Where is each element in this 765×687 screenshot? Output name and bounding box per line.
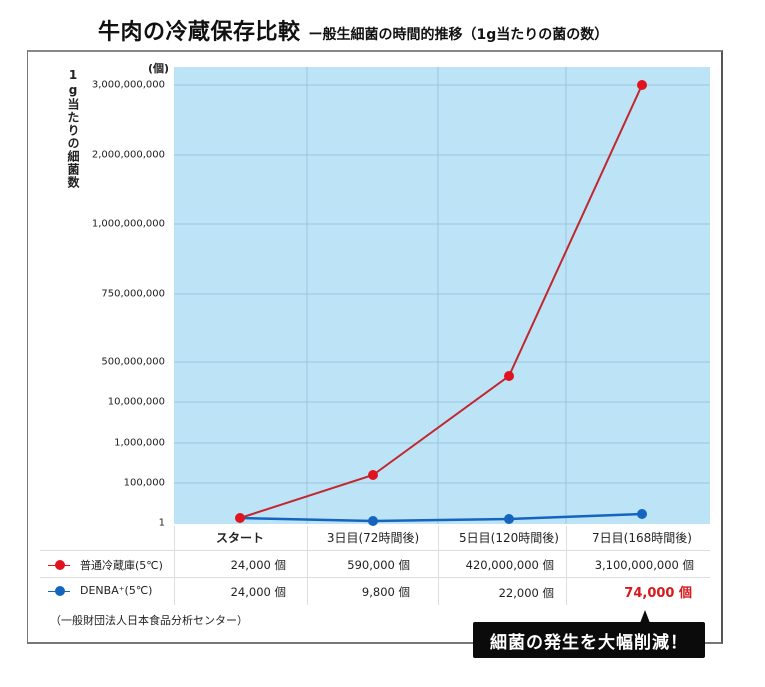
blue-dot-marker-icon: [48, 585, 74, 597]
chart-title-main: 牛肉の冷蔵保存比較: [98, 20, 301, 45]
y-tick: 100,000: [123, 477, 165, 489]
red-dot-marker-icon: [48, 559, 74, 571]
y-tick: 3,000,000,000: [91, 79, 165, 91]
series-line-denba: [239, 512, 643, 523]
series-line-normal-fridge: [239, 84, 643, 519]
x-category: 7日目(168時間後): [592, 531, 692, 545]
table-cell: 24,000 個: [230, 558, 286, 572]
legend-item-denba: DENBA⁺(5℃): [48, 584, 152, 597]
y-tick: 1,000,000,000: [91, 218, 165, 230]
table-cell: 590,000 個: [347, 558, 410, 572]
series-points-normal-fridge: [235, 80, 647, 523]
y-tick: 750,000,000: [101, 288, 165, 300]
series-points-denba: [368, 509, 647, 526]
table-cell: 22,000 個: [498, 586, 554, 600]
plot-background: [174, 67, 710, 524]
x-category: 5日目(120時間後): [459, 531, 559, 545]
chart-title-sub: ー般生細菌の時間的推移（1g当たりの菌の数）: [308, 27, 609, 43]
table-divider: [40, 577, 710, 578]
y-tick: 1,000,000: [114, 437, 165, 449]
table-divider: [438, 526, 439, 605]
chart-title: 牛肉の冷蔵保存比較 ー般生細菌の時間的推移（1g当たりの菌の数）: [98, 14, 608, 46]
highlighted-cell: 74,000 個: [624, 586, 692, 601]
source-note: （一般財団法人日本食品分析センター）: [50, 614, 248, 627]
table-cell: 9,800 個: [361, 585, 410, 599]
y-axis-unit: (個): [148, 62, 170, 75]
callout-pointer-icon: [640, 610, 650, 623]
y-tick: 500,000,000: [101, 356, 165, 368]
y-tick: 1: [158, 517, 165, 529]
x-category: 3日目(72時間後): [326, 531, 420, 545]
chart-frame: [27, 50, 723, 644]
table-cell: 420,000,000 個: [465, 558, 554, 572]
x-category: スタート: [215, 531, 265, 545]
legend-label: 普通冷蔵庫(5℃): [80, 559, 163, 572]
y-axis-label: 1g当たりの細菌数: [66, 68, 80, 189]
legend-item-normal-fridge: 普通冷蔵庫(5℃): [48, 557, 163, 573]
y-tick: 10,000,000: [107, 396, 165, 408]
legend-label: DENBA⁺(5℃): [80, 584, 153, 597]
table-divider: [174, 526, 175, 605]
table-divider: [307, 526, 308, 605]
grid-lines: [174, 67, 710, 524]
table-divider: [40, 550, 710, 551]
table-cell: 3,100,000,000 個: [594, 558, 694, 572]
table-divider: [566, 526, 567, 605]
table-cell: 24,000 個: [230, 585, 286, 599]
callout-badge: 細菌の発生を大幅削減！: [473, 622, 705, 658]
y-tick: 2,000,000,000: [91, 149, 165, 161]
